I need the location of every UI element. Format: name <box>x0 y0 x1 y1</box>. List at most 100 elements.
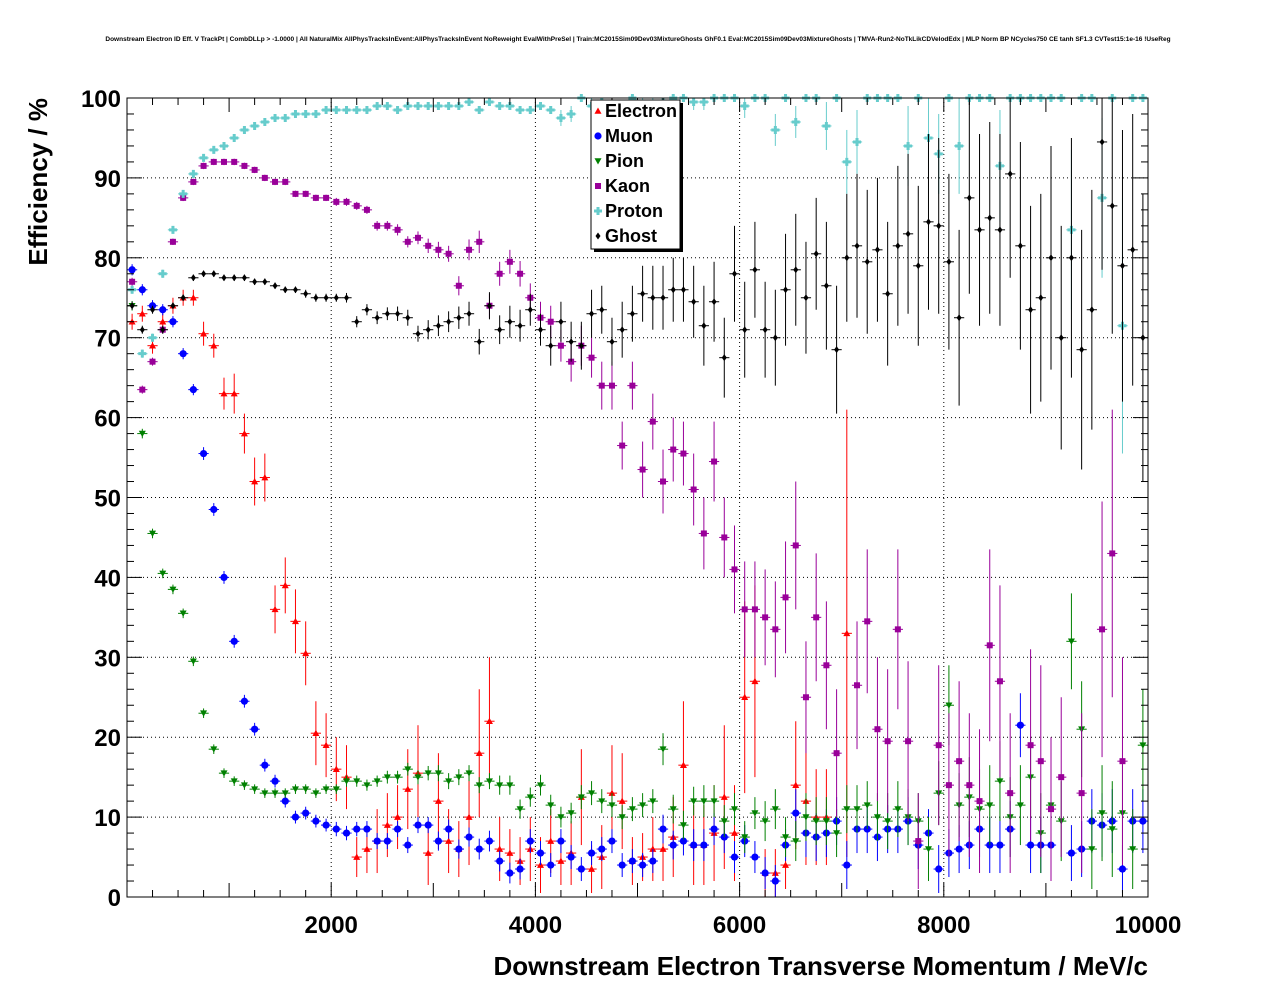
data-point <box>351 837 362 878</box>
point-marker <box>344 294 350 302</box>
point-marker <box>526 837 534 845</box>
point-marker <box>424 770 432 777</box>
point-marker <box>558 318 564 326</box>
point-marker <box>822 121 831 130</box>
data-point <box>882 669 893 814</box>
data-point <box>1117 657 1128 866</box>
x-axis-label: Downstream Electron Transverse Momentum … <box>493 951 1148 981</box>
point-marker <box>997 226 1003 234</box>
data-point <box>637 265 648 322</box>
data-point <box>463 827 475 847</box>
data-point <box>688 265 699 338</box>
point-marker <box>742 326 748 334</box>
point-marker <box>1118 865 1127 873</box>
point-marker <box>629 310 635 318</box>
point-marker <box>526 105 535 114</box>
data-point <box>1005 713 1016 874</box>
data-point <box>668 257 679 322</box>
point-marker <box>1067 849 1076 857</box>
point-marker <box>199 153 208 162</box>
point-marker <box>670 446 677 453</box>
data-point <box>412 769 424 785</box>
data-point <box>198 447 209 460</box>
data-point <box>320 105 332 114</box>
point-marker <box>782 834 790 841</box>
legend-marker <box>594 207 602 215</box>
point-marker <box>577 865 585 873</box>
point-marker <box>332 105 341 114</box>
data-point <box>770 113 781 146</box>
data-point <box>402 309 413 326</box>
point-marker <box>169 586 177 593</box>
data-point <box>698 497 709 570</box>
data-point <box>790 821 801 862</box>
data-point <box>147 357 158 366</box>
point-marker <box>404 785 412 792</box>
point-marker <box>608 382 615 389</box>
point-marker <box>548 342 554 350</box>
point-marker <box>230 390 238 397</box>
point-marker <box>343 778 351 785</box>
data-point <box>576 321 587 370</box>
point-marker <box>496 782 504 789</box>
data-point <box>484 97 495 106</box>
point-marker <box>209 145 218 154</box>
point-marker <box>260 117 269 126</box>
data-point <box>423 320 434 340</box>
data-point <box>760 569 771 666</box>
data-point <box>331 821 342 837</box>
data-point <box>259 758 270 772</box>
data-point <box>943 173 955 350</box>
legend-label: Muon <box>605 126 653 146</box>
data-point <box>249 278 260 286</box>
data-point <box>627 849 638 874</box>
data-point <box>269 788 281 798</box>
point-marker <box>823 282 829 290</box>
point-marker <box>895 242 901 250</box>
point-marker <box>639 802 647 809</box>
data-point <box>239 780 250 790</box>
data-point <box>576 785 587 810</box>
point-marker <box>312 817 320 825</box>
data-point <box>157 325 168 334</box>
data-point <box>739 281 750 378</box>
data-point <box>862 189 873 334</box>
data-point <box>913 185 924 346</box>
point-marker <box>179 610 187 617</box>
point-marker <box>211 270 217 278</box>
data-point <box>678 257 689 322</box>
data-point <box>504 305 515 338</box>
point-marker <box>589 310 595 318</box>
data-point <box>494 775 505 795</box>
point-marker <box>291 786 299 793</box>
point-marker <box>577 794 585 801</box>
y-tick-label: 0 <box>108 885 121 912</box>
data-point <box>1107 409 1118 698</box>
series-ghost <box>127 98 1148 482</box>
data-point <box>657 814 669 844</box>
data-point <box>739 561 750 658</box>
point-marker <box>384 310 390 318</box>
data-point <box>821 101 832 150</box>
data-point <box>178 189 189 198</box>
data-point <box>994 585 1006 778</box>
data-point <box>688 829 699 862</box>
point-marker <box>761 869 769 877</box>
data-point <box>188 274 199 282</box>
point-marker <box>179 189 188 198</box>
point-marker <box>1017 242 1023 250</box>
point-marker <box>608 802 616 809</box>
point-marker <box>332 765 340 772</box>
point-marker <box>710 825 718 833</box>
data-point <box>494 315 505 345</box>
point-marker <box>168 225 177 234</box>
data-point <box>1045 737 1057 882</box>
data-point <box>229 373 240 414</box>
data-point <box>290 109 301 118</box>
data-point <box>474 689 485 818</box>
point-marker <box>414 821 422 829</box>
data-point <box>647 849 658 874</box>
data-point <box>514 858 526 880</box>
point-marker <box>281 790 289 797</box>
point-marker <box>199 449 208 458</box>
